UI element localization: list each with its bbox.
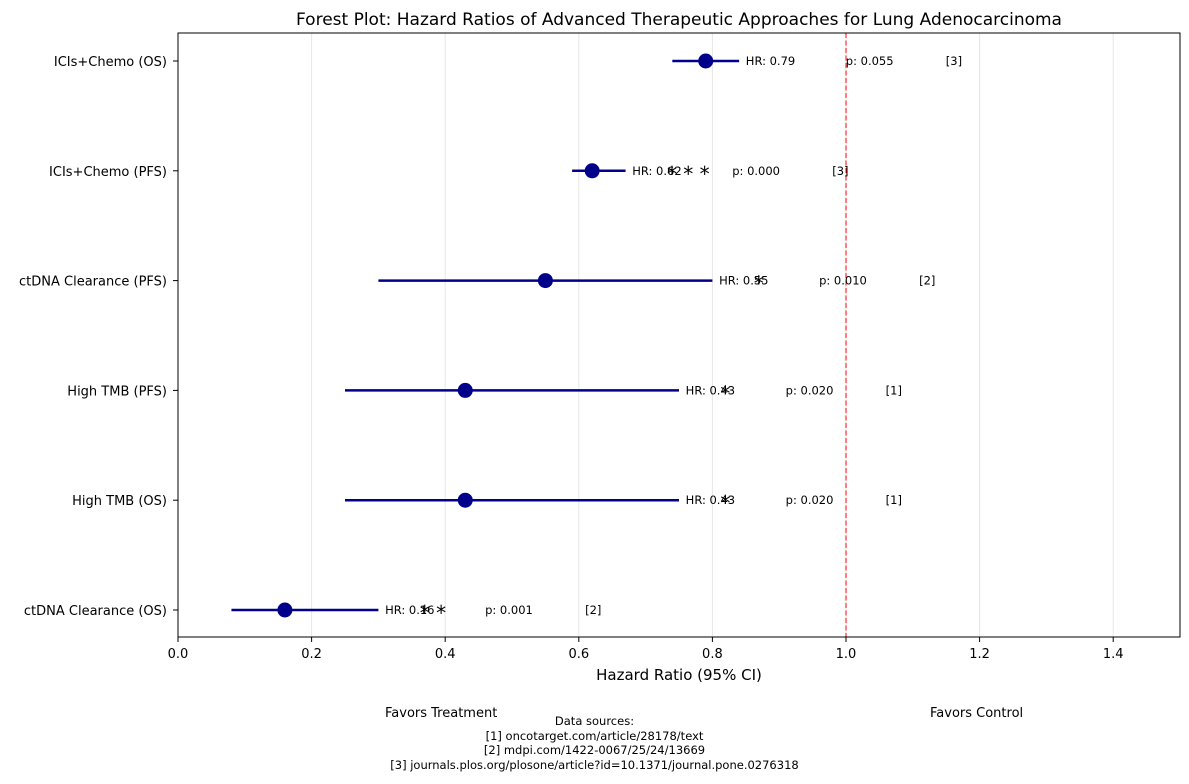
- y-tick-label-1: ICIs+Chemo (PFS): [49, 165, 167, 180]
- ref-annotation-0: [3]: [946, 54, 962, 68]
- p-annotation-2: p: 0.010: [819, 274, 867, 288]
- hr-point-1: [584, 163, 600, 179]
- p-annotation-1: p: 0.000: [732, 164, 780, 178]
- hr-point-3: [457, 382, 473, 398]
- hr-annotation-5: HR: 0.16: [385, 603, 434, 617]
- y-tick-label-0: ICIs+Chemo (OS): [54, 55, 167, 70]
- x-tick-label-2: 0.4: [435, 647, 456, 662]
- y-tick-label-2: ctDNA Clearance (PFS): [19, 275, 167, 290]
- significance-stars-3: *: [720, 381, 730, 405]
- hr-annotation-3: HR: 0.43: [686, 383, 735, 397]
- ref-annotation-2: [2]: [919, 274, 935, 288]
- hr-point-4: [457, 492, 473, 508]
- ref-annotation-1: [3]: [832, 164, 848, 178]
- favors-treatment-label: Favors Treatment: [385, 706, 498, 721]
- source-1: [1] oncotarget.com/article/28178/text: [485, 728, 704, 743]
- x-tick-label-1: 0.2: [301, 647, 322, 662]
- x-axis-label: Hazard Ratio (95% CI): [596, 666, 762, 684]
- y-tick-label-5: ctDNA Clearance (OS): [24, 604, 167, 619]
- y-tick-label-4: High TMB (OS): [72, 494, 167, 509]
- hr-point-5: [277, 602, 293, 618]
- ref-annotation-3: [1]: [886, 383, 902, 397]
- x-tick-label-0: 0.0: [168, 647, 189, 662]
- significance-stars-1: * * *: [667, 162, 710, 186]
- significance-stars-4: *: [720, 491, 730, 515]
- x-tick-label-3: 0.6: [568, 647, 589, 662]
- x-tick-label-7: 1.4: [1103, 647, 1124, 662]
- p-annotation-0: p: 0.055: [846, 54, 894, 68]
- source-3: [3] journals.plos.org/plosone/article?id…: [390, 757, 799, 772]
- plot-frame: [177, 32, 1181, 638]
- x-tick-label-4: 0.8: [702, 647, 723, 662]
- data-sources: Data sources: [1] oncotarget.com/article…: [0, 714, 1189, 772]
- y-tick-label-3: High TMB (PFS): [67, 384, 167, 399]
- hr-annotation-2: HR: 0.55: [719, 274, 768, 288]
- significance-stars-5: * *: [420, 601, 446, 625]
- x-tick-label-6: 1.2: [969, 647, 990, 662]
- chart-title: Forest Plot: Hazard Ratios of Advanced T…: [296, 10, 1062, 30]
- p-annotation-3: p: 0.020: [786, 383, 834, 397]
- favors-control-label: Favors Control: [930, 706, 1024, 721]
- hr-point-0: [698, 53, 714, 69]
- hr-annotation-1: HR: 0.62: [632, 164, 681, 178]
- sources-title: Data sources:: [554, 714, 635, 728]
- forest-plot: 0.0 0.2 0.4 0.6 0.8 1.0 1.2 1.4 ICIs+Chemo (OS) H…: [19, 10, 1181, 684]
- x-tick-label-5: 1.0: [836, 647, 857, 662]
- ref-annotation-5: [2]: [585, 603, 601, 617]
- hr-point-2: [537, 273, 553, 289]
- p-annotation-5: p: 0.001: [485, 603, 533, 617]
- hr-annotation-4: HR: 0.43: [686, 493, 735, 507]
- ref-annotation-4: [1]: [886, 493, 902, 507]
- significance-stars-2: *: [754, 272, 764, 296]
- p-annotation-4: p: 0.020: [786, 493, 834, 507]
- source-2: [2] mdpi.com/1422-0067/25/24/13669: [483, 743, 706, 757]
- hr-annotation-0: HR: 0.79: [746, 54, 795, 68]
